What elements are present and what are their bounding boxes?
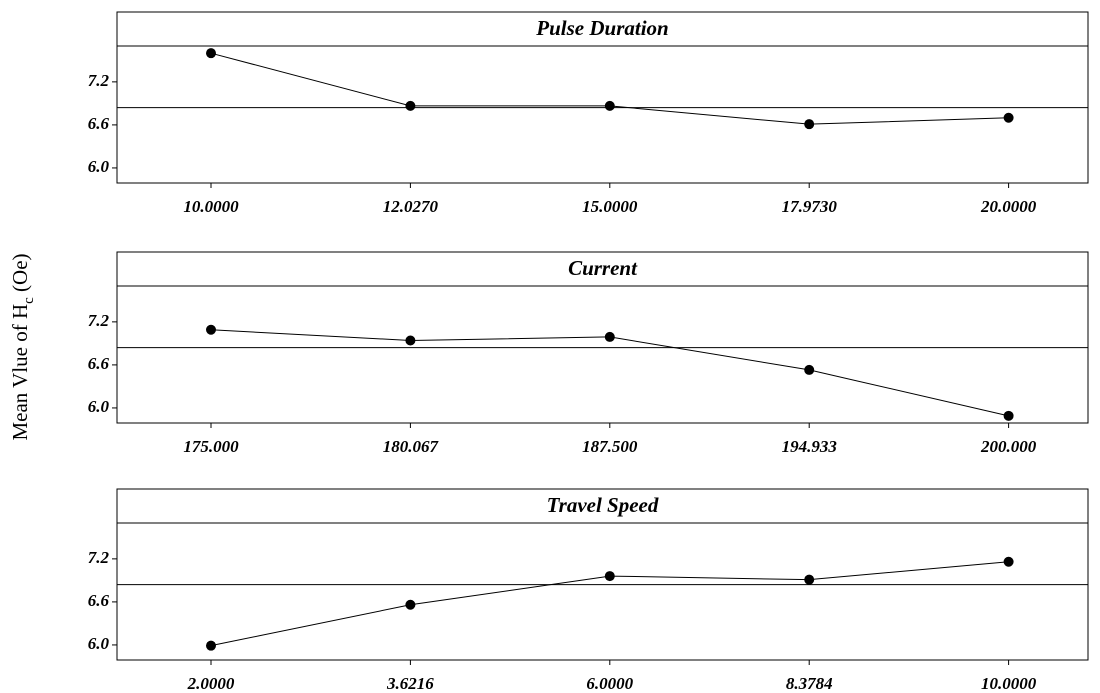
- y-tick-label: 7.2: [88, 311, 110, 330]
- y-tick-label: 6.6: [88, 354, 110, 373]
- y-tick-label: 7.2: [88, 71, 110, 90]
- x-tick-label: 12.0270: [383, 197, 439, 216]
- x-tick-label: 20.0000: [980, 197, 1037, 216]
- y-tick-label: 6.6: [88, 114, 110, 133]
- panel-frame: [116, 488, 1089, 661]
- x-tick-label: 175.000: [183, 437, 239, 456]
- data-point: [604, 571, 615, 582]
- y-tick-label: 7.2: [88, 548, 110, 567]
- data-point: [405, 335, 416, 346]
- data-line: [210, 52, 1009, 125]
- x-tick-label: 10.0000: [981, 674, 1037, 693]
- x-tick-label: 15.0000: [582, 197, 638, 216]
- x-tick-label: 6.0000: [586, 674, 633, 693]
- x-tick-label: 194.933: [782, 437, 838, 456]
- y-tick-label: 6.0: [88, 397, 110, 416]
- y-axis-label: Mean Vlue of Hc (Oe): [8, 253, 38, 440]
- x-tick-label: 187.500: [582, 437, 638, 456]
- y-tick-label: 6.0: [88, 157, 110, 176]
- data-point: [405, 599, 416, 610]
- data-line: [210, 329, 1009, 417]
- panel-frame: [116, 251, 1089, 424]
- x-tick-label: 10.0000: [183, 197, 239, 216]
- x-tick-label: 180.067: [383, 437, 440, 456]
- data-point: [206, 48, 216, 59]
- data-point: [206, 640, 216, 651]
- panel-title: Pulse Duration: [535, 16, 668, 40]
- y-tick-label: 6.6: [88, 591, 110, 610]
- x-tick-label: 3.6216: [386, 674, 434, 693]
- data-point: [405, 100, 416, 111]
- data-point: [1003, 410, 1014, 421]
- panel-frame: [116, 11, 1089, 184]
- data-point: [1003, 112, 1014, 123]
- y-tick-label: 6.0: [88, 634, 110, 653]
- data-point: [206, 324, 216, 335]
- data-point: [604, 331, 615, 342]
- y-label-text: Mean Vlue of H: [8, 304, 32, 441]
- panel-title: Current: [568, 256, 638, 280]
- data-point: [804, 574, 815, 585]
- data-point: [604, 100, 615, 111]
- x-tick-label: 8.3784: [786, 674, 833, 693]
- data-point: [804, 119, 815, 130]
- x-tick-label: 200.000: [980, 437, 1037, 456]
- data-point: [804, 364, 815, 375]
- x-tick-label: 2.0000: [187, 674, 235, 693]
- panel-title: Travel Speed: [547, 493, 659, 517]
- y-label-subscript: c: [21, 297, 37, 304]
- data-point: [1003, 556, 1014, 567]
- x-tick-label: 17.9730: [782, 197, 838, 216]
- y-label-unit: (Oe): [8, 253, 32, 297]
